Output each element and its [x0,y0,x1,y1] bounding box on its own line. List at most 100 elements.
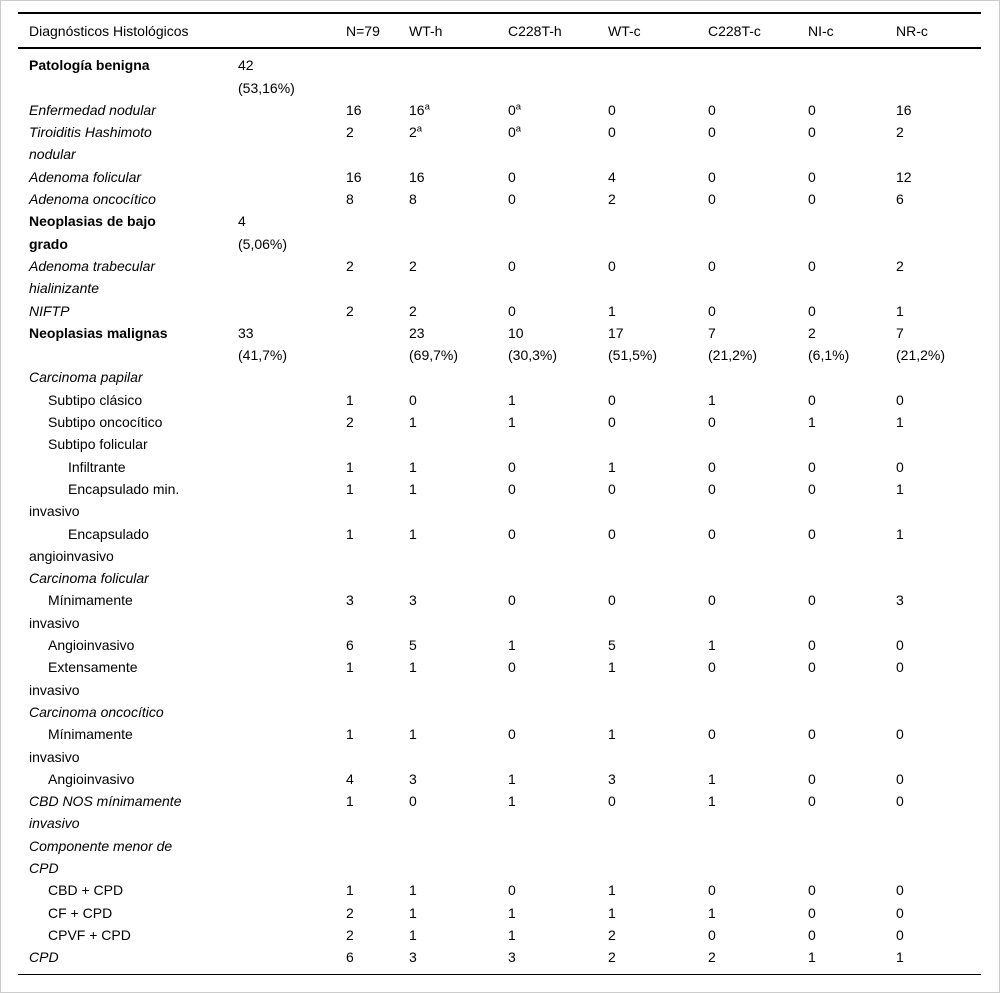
data-cell: 0 [508,302,516,319]
data-cell: 0 [508,257,516,274]
table-row: NIFTP 2 2 0 1 0 0 1 [18,300,981,322]
data-cell: 0a [508,101,522,118]
data-cell: 0 [708,592,716,609]
data-cell: 0 [708,458,716,475]
data-cell: 1 [608,302,616,319]
table-row: Patología benigna 42 (53,16%) [18,54,981,99]
data-cell: 0 [808,793,816,810]
table-row: Encapsulado min. invasivo 1 1 0 0 0 0 1 [18,478,981,523]
table-row: CBD + CPD 1 1 0 1 0 0 0 [18,879,981,901]
data-cell: 3 [409,949,417,966]
data-cell: 0 [808,168,816,185]
data-cell: 0 [808,525,816,542]
data-cell: 0 [508,592,516,609]
data-cell: 2 (6,1%) [808,324,850,364]
data-cell: 1 [508,904,516,921]
data-cell: 1 [708,391,716,408]
data-cell: 0 [508,480,516,497]
data-cell: 1 [409,458,417,475]
row-label: Subtipo clásico [48,391,143,408]
data-cell: 0 [708,302,716,319]
data-cell: 3 [409,770,417,787]
data-cell: 0 [808,302,816,319]
data-cell: 1 [808,414,816,431]
data-cell: 0 [708,257,716,274]
data-cell: 1 [409,904,417,921]
data-cell: 1 [608,458,616,475]
data-cell: 0 [708,124,716,141]
data-cell: 0 [508,168,516,185]
data-cell: 1 [508,770,516,787]
row-label: Mínimamente invasivo [29,726,133,765]
data-cell: 2 [346,124,354,141]
data-cell: 0 [409,793,417,810]
row-label: Extensamente invasivo [29,659,138,698]
table-row: Neoplasias malignas 33 (41,7%) 23 (69,7%) 1… [18,322,981,367]
data-cell: 1 [896,949,904,966]
table-row: Adenoma folicular 16 16 0 4 0 0 12 [18,166,981,188]
data-cell: 1 [608,726,616,743]
data-cell: 0 [608,793,616,810]
data-cell: 2 [708,949,716,966]
data-cell: 0 [808,726,816,743]
data-cell: 16 [896,101,912,118]
data-cell: 1 [409,882,417,899]
table-row: Adenoma trabecular hialinizante 2 2 0 0 0 0 2 [18,255,981,300]
data-cell: 1 [896,414,904,431]
table-row: CPD 6 3 3 2 2 1 1 [18,946,981,968]
data-cell: 0 [896,659,904,676]
row-label: Enfermedad nodular [29,101,156,118]
table-row: Enfermedad nodular 16 16a 0a 0 0 0 16 [18,99,981,121]
data-cell: 1 [409,414,417,431]
data-cell: 1 [346,391,354,408]
table-row: Mínimamente invasivo 3 3 0 0 0 0 3 [18,589,981,634]
data-cell: 0 [708,926,716,943]
row-label: Carcinoma folicular [29,570,149,587]
data-cell: 0 [808,926,816,943]
data-cell: 0 [808,659,816,676]
data-cell: 0 [808,257,816,274]
data-cell: 0 [708,101,716,118]
data-cell: 6 [346,637,354,654]
data-cell: 1 [409,525,417,542]
data-cell: 10 (30,3%) [508,324,558,364]
data-cell: 1 [708,637,716,654]
data-cell: 3 [896,592,904,609]
data-cell: 2 [896,124,904,141]
data-cell: 1 [409,480,417,497]
data-cell: 2 [896,257,904,274]
data-cell: 1 [508,793,516,810]
data-cell: 0 [508,659,516,676]
table-bottom-rule [18,974,981,976]
data-cell: 2 [346,414,354,431]
data-cell: 0 [608,414,616,431]
row-label: Carcinoma papilar [29,369,143,386]
row-label: Subtipo folicular [48,436,148,453]
row-label: Carcinoma oncocítico [29,703,164,720]
table-row: Carcinoma papilar [18,366,981,388]
data-cell: 17 (51,5%) [608,324,658,364]
data-cell: 6 [346,949,354,966]
data-cell: 0 [708,525,716,542]
data-cell: 1 [508,391,516,408]
row-label: Infiltrante [68,458,126,475]
row-label: NIFTP [29,302,70,319]
data-cell: 1 [346,525,354,542]
row-label: Componente menor de CPD [29,837,173,876]
data-cell: 16 [346,101,362,118]
table-row: Adenoma oncocítico 8 8 0 2 0 0 6 [18,188,981,210]
data-cell: 2 [608,926,616,943]
data-cell: 2 [608,191,616,208]
row-label: Subtipo oncocítico [48,414,163,431]
data-cell: 5 [409,637,417,654]
data-cell: 1 [608,904,616,921]
table-row: Extensamente invasivo 1 1 0 1 0 0 0 [18,656,981,701]
data-cell: 0 [808,124,816,141]
table-row: Angioinvasivo 6 5 1 5 1 0 0 [18,634,981,656]
data-cell: 0 [508,525,516,542]
data-cell: 16 [409,168,425,185]
data-cell: 0 [896,391,904,408]
data-cell: 5 [608,637,616,654]
row-label: CBD NOS mínimamente invasivo [29,793,182,832]
